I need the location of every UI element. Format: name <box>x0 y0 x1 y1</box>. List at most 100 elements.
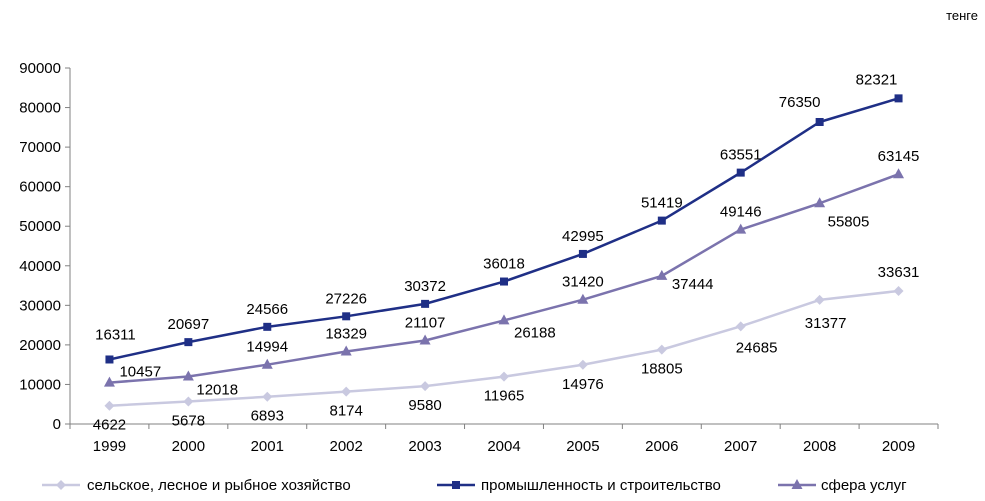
data-label: 8174 <box>329 403 362 420</box>
y-tick-label: 80000 <box>19 100 61 117</box>
data-label: 27226 <box>325 290 367 307</box>
data-label: 36018 <box>483 256 525 273</box>
data-point <box>340 345 352 356</box>
series-diamond <box>104 285 904 411</box>
data-point <box>261 358 273 369</box>
series-layer <box>103 94 905 411</box>
legend-item: сельское, лесное и рыбное хозяйство <box>42 477 351 494</box>
y-tick-label: 60000 <box>19 179 61 196</box>
data-point <box>342 312 351 321</box>
x-tick-label: 2008 <box>803 438 836 455</box>
x-tick-label: 2001 <box>251 438 284 455</box>
data-label: 33631 <box>878 264 920 281</box>
data-point <box>498 314 510 325</box>
data-point <box>104 400 115 411</box>
data-point <box>736 168 745 177</box>
data-point <box>815 117 824 126</box>
x-tick-label: 2003 <box>408 438 441 455</box>
y-tick-label: 70000 <box>19 139 61 156</box>
data-label: 63551 <box>720 147 762 164</box>
x-axis: 1999 2000 2001 2002 2003 2004 2005 2006 2007 2008… <box>69 423 939 455</box>
data-label: 20697 <box>168 316 210 333</box>
x-tick-label: 2005 <box>566 438 599 455</box>
data-label: 37444 <box>672 276 714 293</box>
data-label: 82321 <box>856 71 898 88</box>
data-point <box>262 391 273 402</box>
y-tick-label: 0 <box>53 416 61 433</box>
data-point <box>656 269 668 280</box>
y-tick-label: 90000 <box>19 60 61 77</box>
legend-item: промышленность и строительство <box>437 477 721 494</box>
data-point <box>657 216 666 225</box>
data-label: 11965 <box>484 388 525 405</box>
series-square <box>105 94 903 364</box>
legend-label: промышленность и строительство <box>481 477 721 494</box>
unit-label: тенге <box>946 8 978 23</box>
data-label: 55805 <box>828 213 870 230</box>
x-tick-label: 2004 <box>487 438 520 455</box>
data-label: 16311 <box>95 326 136 343</box>
x-tick-label: 2009 <box>882 438 915 455</box>
data-point <box>263 322 272 331</box>
x-tick-label: 2007 <box>724 438 757 455</box>
data-label: 51419 <box>641 195 683 212</box>
series-triangle <box>103 168 905 387</box>
x-tick-label: 2002 <box>329 438 362 455</box>
x-tick-label: 2006 <box>645 438 678 455</box>
data-label: 42995 <box>562 228 604 245</box>
data-point <box>814 294 825 305</box>
x-tick-label: 2000 <box>172 438 205 455</box>
data-label: 24685 <box>736 339 778 356</box>
data-label: 49146 <box>720 204 762 221</box>
data-point <box>578 249 587 258</box>
data-label: 24566 <box>246 301 288 318</box>
data-label: 4622 <box>93 417 126 434</box>
data-point <box>893 285 904 296</box>
data-label: 10457 <box>119 364 161 381</box>
data-label: 31420 <box>562 274 604 291</box>
data-point <box>419 334 431 345</box>
data-point <box>182 370 194 381</box>
y-tick-label: 50000 <box>19 218 61 235</box>
data-label: 26188 <box>514 324 556 341</box>
data-label: 18329 <box>325 325 367 342</box>
legend-item: сфера услуг <box>778 477 907 494</box>
data-label: 12018 <box>196 381 238 398</box>
data-point <box>577 359 588 370</box>
data-label: 18805 <box>641 361 683 378</box>
legend-label: сельское, лесное и рыбное хозяйство <box>87 477 351 494</box>
data-label: 9580 <box>408 397 441 414</box>
data-label: 30372 <box>404 278 446 295</box>
legend-label: сфера услуг <box>821 477 907 494</box>
data-point <box>577 293 589 304</box>
data-label: 14994 <box>246 339 288 356</box>
data-point <box>656 344 667 355</box>
data-label: 31377 <box>805 315 847 332</box>
data-label: 5678 <box>172 413 205 430</box>
data-label: 14976 <box>562 376 604 393</box>
data-point <box>814 197 826 208</box>
legend: сельское, лесное и рыбное хозяйство промы… <box>42 477 907 494</box>
y-tick-label: 40000 <box>19 258 61 275</box>
data-label: 76350 <box>779 94 821 111</box>
data-point <box>420 381 431 392</box>
data-label: 6893 <box>251 408 284 425</box>
data-point <box>184 338 193 347</box>
data-labels: 4622 5678 6893 8174 9580 11965 14976 18805 24685… <box>93 71 920 433</box>
data-point <box>735 223 747 234</box>
y-tick-label: 20000 <box>19 337 61 354</box>
data-point <box>735 321 746 332</box>
y-axis: 0 10000 20000 30000 40000 50000 60000 70000 8000… <box>19 60 71 433</box>
x-tick-label: 1999 <box>93 438 126 455</box>
legend-marker <box>56 480 66 490</box>
data-point <box>183 396 194 407</box>
data-point <box>499 371 509 382</box>
legend-marker <box>452 481 460 489</box>
data-point <box>421 299 430 308</box>
data-point <box>500 277 508 286</box>
y-tick-label: 30000 <box>19 297 61 314</box>
data-point <box>894 94 903 103</box>
data-point <box>103 376 115 387</box>
data-point <box>105 355 114 364</box>
